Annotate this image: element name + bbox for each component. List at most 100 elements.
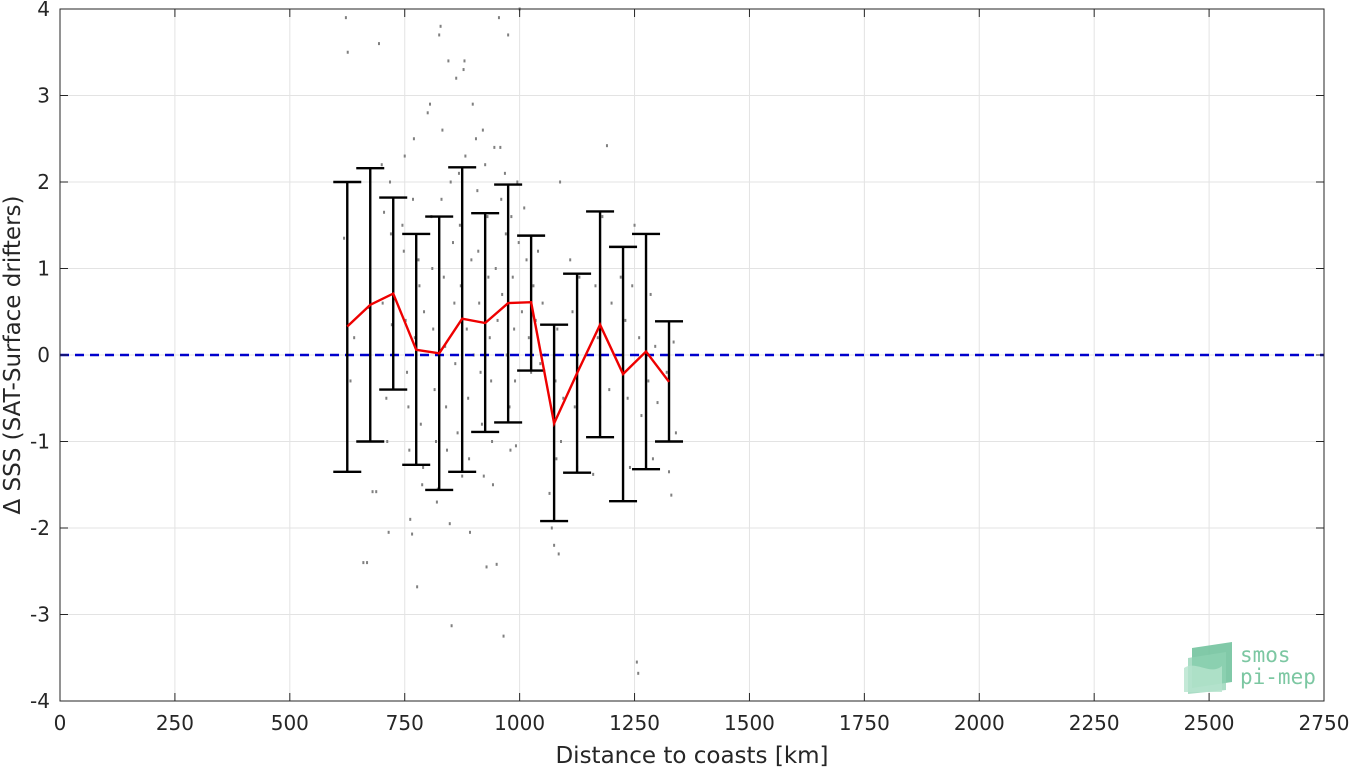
scatter-point	[520, 310, 523, 314]
scatter-point	[548, 491, 551, 495]
scatter-point	[404, 318, 407, 322]
scatter-point	[523, 206, 526, 210]
x-tick-label: 2500	[1184, 711, 1235, 735]
scatter-point	[453, 301, 456, 305]
scatter-point	[592, 472, 595, 476]
scatter-point	[422, 465, 425, 469]
y-tick-label: -1	[30, 430, 50, 454]
x-tick-label: 2000	[954, 711, 1005, 735]
scatter-point	[481, 128, 484, 132]
x-tick-label: 0	[54, 711, 67, 735]
scatter-point	[417, 258, 420, 262]
x-tick-label: 250	[156, 711, 194, 735]
scatter-point	[559, 180, 562, 184]
scatter-point	[401, 223, 404, 227]
scatter-point	[438, 33, 441, 37]
scatter-point	[426, 111, 429, 115]
scatter-point	[651, 457, 654, 461]
scatter-point	[385, 396, 388, 400]
scatter-point	[485, 565, 488, 569]
scatter-point	[468, 530, 471, 534]
scatter-point	[390, 323, 393, 327]
scatter-point	[514, 444, 517, 448]
scatter-point	[353, 336, 356, 340]
y-tick-label: 1	[37, 257, 50, 281]
scatter-point	[513, 327, 516, 331]
x-axis-label: Distance to coasts [km]	[555, 743, 828, 768]
scatter-point	[491, 440, 494, 443]
scatter-point	[507, 33, 510, 37]
scatter-point	[539, 362, 542, 366]
scatter-point	[628, 465, 631, 469]
mean-line	[346, 291, 670, 428]
scatter-point	[633, 223, 636, 227]
scatter-point	[474, 137, 477, 141]
x-tick-label: 2250	[1069, 711, 1120, 735]
scatter-point	[402, 249, 405, 253]
scatter-point	[431, 267, 434, 270]
scatter-point	[439, 24, 442, 28]
scatter-point	[435, 500, 438, 504]
scatter-point	[500, 197, 503, 201]
y-tick-label: 3	[37, 84, 50, 108]
scatter-point	[668, 470, 671, 474]
scatter-point	[488, 336, 491, 340]
scatter-point	[578, 275, 581, 279]
scatter-point	[497, 16, 500, 20]
grid	[59, 8, 1325, 702]
scatter-point	[510, 215, 513, 219]
x-tick-label: 2750	[1299, 711, 1350, 735]
scatter-point	[349, 379, 352, 383]
scatter-point	[434, 440, 437, 443]
scatter-point	[433, 388, 436, 392]
scatter-point	[413, 336, 416, 340]
scatter-point	[674, 431, 677, 435]
scatter-point	[503, 171, 506, 175]
y-tick-label: 2	[37, 170, 50, 194]
scatter-point	[525, 258, 528, 262]
logo-text-line2: pi-mep	[1240, 665, 1316, 689]
scatter-point	[403, 154, 406, 158]
scatter-point	[517, 241, 520, 245]
scatter-point	[631, 284, 634, 288]
scatter-point	[449, 180, 452, 184]
scatter-point	[462, 68, 465, 72]
scatter-point	[541, 301, 544, 305]
scatter-point	[626, 396, 629, 400]
scatter-point	[490, 379, 493, 383]
scatter-point	[571, 310, 574, 314]
scatter-point	[457, 171, 460, 175]
scatter-point	[496, 318, 499, 322]
scatter-point	[637, 671, 640, 675]
y-tick-label: -2	[30, 516, 50, 540]
scatter-point	[380, 163, 383, 167]
scatter-point	[468, 457, 471, 461]
scatter-point	[557, 552, 560, 556]
scatter-point	[464, 154, 467, 158]
scatter-point	[477, 249, 480, 253]
scatter-point	[432, 327, 435, 331]
scatter-point	[448, 522, 451, 526]
y-axis-ticks: -4 -3 -2 -1 0 1 2 3 4	[30, 0, 1324, 713]
scatter-point	[419, 422, 422, 426]
scatter-point	[418, 284, 421, 288]
scatter-point	[389, 180, 392, 184]
scatter-point	[562, 396, 565, 400]
scatter-point	[554, 379, 557, 383]
y-tick-label: 0	[37, 343, 50, 367]
scatter-point	[386, 440, 389, 443]
scatter-point	[387, 530, 390, 534]
scatter-point	[672, 340, 675, 344]
scatter-point	[476, 189, 479, 193]
scatter-point	[605, 144, 608, 148]
smos-pi-mep-logo: smos pi-mep	[1184, 642, 1316, 694]
y-tick-label: 4	[37, 0, 50, 21]
scatter-point	[619, 275, 622, 279]
scatter-point	[470, 258, 473, 262]
scatter-point	[445, 405, 448, 409]
scatter-point	[389, 232, 392, 236]
scatter-point	[532, 284, 535, 288]
scatter-point	[537, 249, 540, 253]
logo-wave-icon	[1184, 642, 1232, 694]
scatter-point	[377, 42, 380, 46]
